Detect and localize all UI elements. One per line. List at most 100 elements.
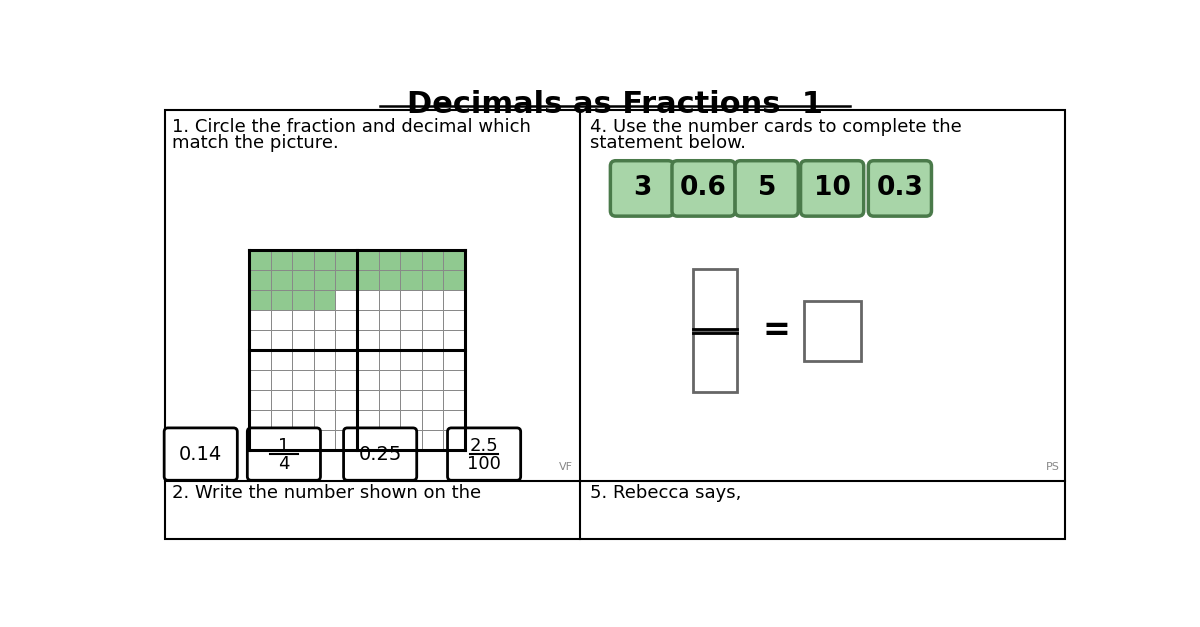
FancyBboxPatch shape bbox=[611, 161, 673, 216]
Bar bbox=[692, 269, 738, 331]
Text: 0.3: 0.3 bbox=[876, 176, 923, 201]
Bar bbox=[336, 430, 358, 450]
Bar bbox=[293, 330, 314, 350]
Bar bbox=[314, 390, 336, 410]
Text: =: = bbox=[763, 314, 791, 347]
Bar bbox=[358, 350, 379, 370]
Bar bbox=[421, 430, 443, 450]
Bar bbox=[336, 330, 358, 350]
Bar bbox=[379, 270, 400, 290]
Bar bbox=[443, 290, 464, 310]
Bar bbox=[400, 270, 421, 290]
Bar bbox=[250, 330, 271, 350]
Bar bbox=[379, 410, 400, 430]
Bar bbox=[314, 370, 336, 390]
Bar bbox=[250, 250, 271, 270]
Bar bbox=[271, 390, 293, 410]
Bar bbox=[358, 390, 379, 410]
Bar bbox=[314, 290, 336, 310]
Bar bbox=[421, 370, 443, 390]
Bar bbox=[336, 270, 358, 290]
Text: 4. Use the number cards to complete the: 4. Use the number cards to complete the bbox=[590, 118, 962, 135]
Bar bbox=[336, 250, 358, 270]
Bar bbox=[293, 410, 314, 430]
Text: PS: PS bbox=[1046, 462, 1060, 472]
Bar bbox=[358, 370, 379, 390]
Bar bbox=[421, 390, 443, 410]
Bar bbox=[314, 270, 336, 290]
Bar bbox=[293, 270, 314, 290]
Bar bbox=[271, 410, 293, 430]
Bar bbox=[271, 430, 293, 450]
Bar bbox=[400, 390, 421, 410]
FancyBboxPatch shape bbox=[164, 428, 238, 480]
FancyBboxPatch shape bbox=[736, 161, 798, 216]
Bar bbox=[443, 390, 464, 410]
Text: match the picture.: match the picture. bbox=[173, 134, 340, 152]
Bar bbox=[443, 350, 464, 370]
Bar bbox=[250, 290, 271, 310]
Text: Decimals as Fractions  1: Decimals as Fractions 1 bbox=[407, 90, 823, 119]
Bar bbox=[336, 390, 358, 410]
Bar bbox=[250, 430, 271, 450]
Bar bbox=[804, 301, 860, 361]
Bar bbox=[443, 410, 464, 430]
Bar bbox=[358, 430, 379, 450]
Text: 2.5: 2.5 bbox=[469, 436, 498, 455]
Text: 2. Write the number shown on the: 2. Write the number shown on the bbox=[173, 484, 481, 502]
Bar bbox=[293, 290, 314, 310]
Bar bbox=[358, 270, 379, 290]
Text: 5. Rebecca says,: 5. Rebecca says, bbox=[590, 484, 742, 502]
Bar bbox=[250, 310, 271, 330]
Bar bbox=[293, 390, 314, 410]
Bar bbox=[421, 410, 443, 430]
Bar bbox=[336, 310, 358, 330]
Bar bbox=[250, 390, 271, 410]
Bar bbox=[271, 270, 293, 290]
Text: 5: 5 bbox=[757, 176, 776, 201]
Text: 3: 3 bbox=[632, 176, 652, 201]
Bar bbox=[358, 410, 379, 430]
FancyBboxPatch shape bbox=[343, 428, 416, 480]
Bar bbox=[443, 250, 464, 270]
Bar bbox=[314, 430, 336, 450]
Bar bbox=[314, 250, 336, 270]
Bar bbox=[692, 331, 738, 393]
Bar bbox=[379, 430, 400, 450]
Bar bbox=[293, 430, 314, 450]
Bar bbox=[336, 410, 358, 430]
Bar bbox=[336, 290, 358, 310]
Text: 0.25: 0.25 bbox=[359, 445, 402, 463]
Bar bbox=[293, 370, 314, 390]
Text: 0.14: 0.14 bbox=[179, 445, 222, 463]
Bar bbox=[421, 310, 443, 330]
Bar bbox=[271, 330, 293, 350]
Bar bbox=[271, 310, 293, 330]
Bar bbox=[271, 370, 293, 390]
Text: 1. Circle the fraction and decimal which: 1. Circle the fraction and decimal which bbox=[173, 118, 532, 135]
Bar bbox=[358, 250, 379, 270]
Bar bbox=[443, 330, 464, 350]
Bar bbox=[379, 330, 400, 350]
FancyBboxPatch shape bbox=[800, 161, 864, 216]
Bar bbox=[379, 310, 400, 330]
Bar bbox=[293, 250, 314, 270]
Bar bbox=[379, 290, 400, 310]
Bar bbox=[250, 370, 271, 390]
Bar bbox=[400, 430, 421, 450]
FancyBboxPatch shape bbox=[247, 428, 320, 480]
Bar bbox=[358, 330, 379, 350]
Bar bbox=[400, 310, 421, 330]
Bar bbox=[400, 410, 421, 430]
Text: statement below.: statement below. bbox=[590, 134, 746, 152]
Bar bbox=[443, 430, 464, 450]
Bar bbox=[164, 110, 1066, 539]
Text: VF: VF bbox=[559, 462, 572, 472]
Bar bbox=[250, 410, 271, 430]
Bar bbox=[250, 270, 271, 290]
Bar bbox=[421, 330, 443, 350]
Bar bbox=[293, 310, 314, 330]
Bar bbox=[400, 370, 421, 390]
Bar bbox=[336, 350, 358, 370]
Bar bbox=[379, 390, 400, 410]
